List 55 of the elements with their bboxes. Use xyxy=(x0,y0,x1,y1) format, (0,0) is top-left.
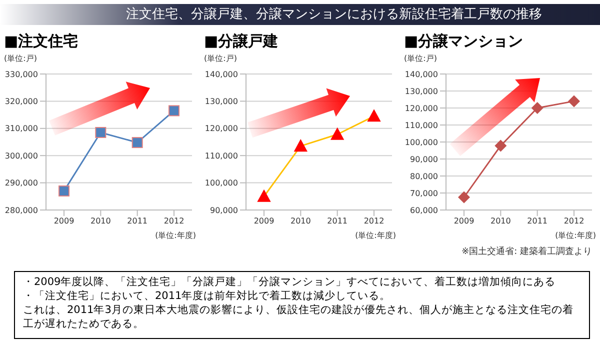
point xyxy=(494,140,507,152)
point xyxy=(568,95,580,108)
chart-title: ■分譲マンション xyxy=(404,32,524,51)
x-tick-label: 2011 xyxy=(127,216,148,226)
y-tick-label: 110,000 xyxy=(204,151,238,160)
y-tick-label: 300,000 xyxy=(4,151,38,160)
x-tick-label: 2010 xyxy=(290,216,311,226)
point xyxy=(58,185,70,196)
y-tick-label: 310,000 xyxy=(4,124,38,134)
chart-title: ■注文住宅 xyxy=(4,32,78,51)
point xyxy=(168,105,180,116)
x-axis-title: (単位:年度) xyxy=(155,230,196,241)
text: 注文住宅、分譲戸建、分譲マンションにおける新設住宅着工戸数の推移 xyxy=(126,6,542,24)
y-tick-label: 320,000 xyxy=(4,97,38,106)
text: これは、2011年3月の東日本大地震の影響により、仮設住宅の建設が優先され、個人が施主となる注文住宅の着工が遅れたためである。 xyxy=(23,303,574,331)
y-tick-label: 130,000 xyxy=(404,86,438,96)
y-tick-label: 100,000 xyxy=(204,178,238,188)
y-tick-label: 140,000 xyxy=(204,70,238,79)
y-tick-label: 120,000 xyxy=(204,124,238,134)
y-tick-label: 110,000 xyxy=(404,120,438,130)
point xyxy=(132,137,143,148)
y-axis-title: (単位:戸) xyxy=(404,53,437,64)
x-tick-label: 2009 xyxy=(54,216,74,226)
y-tick-label: 70,000 xyxy=(410,188,438,198)
y-tick-label: 90,000 xyxy=(210,206,238,215)
x-tick-label: 2011 xyxy=(527,216,548,226)
point xyxy=(95,126,106,138)
x-tick-label: 2011 xyxy=(327,216,348,226)
y-tick-label: 140,000 xyxy=(404,70,438,79)
y-tick-label: 280,000 xyxy=(4,206,38,215)
x-tick-label: 2012 xyxy=(564,216,584,226)
y-tick-label: 80,000 xyxy=(410,172,438,181)
y-axis-title: (単位:戸) xyxy=(204,53,237,64)
x-tick-label: 2012 xyxy=(164,216,184,226)
y-tick-label: 60,000 xyxy=(410,206,438,215)
y-tick-label: 330,000 xyxy=(4,70,38,79)
y-tick-label: 290,000 xyxy=(4,178,38,188)
y-tick-label: 120,000 xyxy=(404,104,438,113)
text: ※国土交通省: 建築着工調査より xyxy=(462,246,592,258)
x-axis-title: (単位:年度) xyxy=(555,230,596,241)
x-tick-label: 2010 xyxy=(490,216,511,226)
y-tick-label: 130,000 xyxy=(204,97,238,106)
x-tick-label: 2012 xyxy=(364,216,384,226)
point xyxy=(531,102,544,114)
text: ・2009年度以降、「注文住宅」「分譲戸建」「分譲マンション」すべてにおいて、着工数は増加傾向にある xyxy=(23,275,557,289)
point xyxy=(458,191,470,204)
text: ・「注文住宅」において、2011年度は前年対比で着工数は減少している。 xyxy=(23,289,392,303)
x-tick-label: 2009 xyxy=(454,216,474,226)
x-axis-title: (単位:年度) xyxy=(355,230,396,241)
chart-title: ■分譲戸建 xyxy=(204,32,278,51)
x-tick-label: 2009 xyxy=(254,216,274,226)
y-axis-title: (単位:戸) xyxy=(4,53,37,64)
y-tick-label: 90,000 xyxy=(410,154,438,164)
x-tick-label: 2010 xyxy=(90,216,111,226)
y-tick-label: 100,000 xyxy=(404,138,438,147)
